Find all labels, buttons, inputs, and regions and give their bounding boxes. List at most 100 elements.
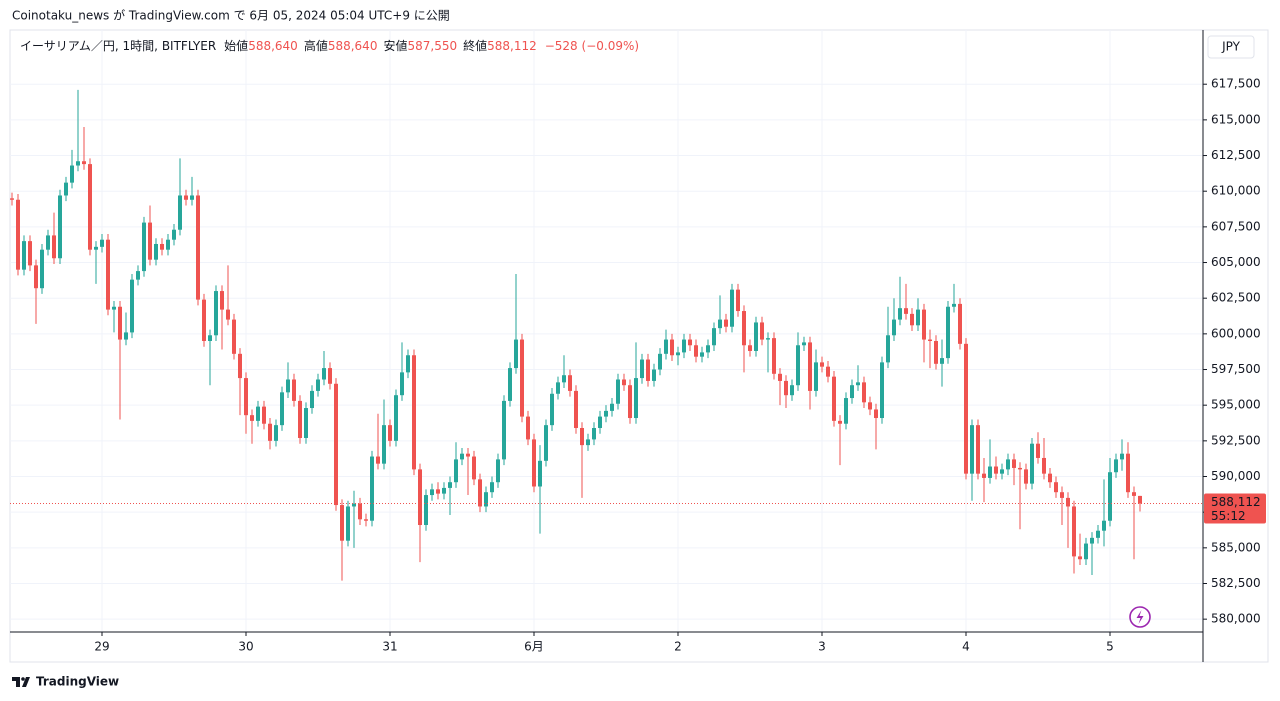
candle-body [736,289,740,312]
candle-body [238,353,242,379]
candle-body [40,249,44,289]
axes: 580,000582,500585,000587,500590,000592,5… [10,77,1266,654]
candle-body [202,299,206,341]
candle-body [196,195,200,300]
candle-body [112,306,116,310]
candle-body [574,390,578,429]
candle-body [94,246,98,250]
candle-body [628,385,632,419]
candle-body [520,339,524,417]
candle-body [958,303,962,344]
candle-body [706,345,710,353]
candle-body [976,425,980,474]
candle-body [892,319,896,336]
candle-body [310,390,314,409]
candle-body [460,453,464,460]
candle-body [1132,492,1136,496]
y-tick-label: 610,000 [1211,184,1261,198]
candle-body [472,456,476,480]
x-tick-label: 29 [94,640,109,654]
x-tick-label: 31 [382,640,397,654]
candle-body [604,410,608,417]
candle-body [100,239,104,247]
candle-body [286,379,290,393]
candle-body [814,362,818,391]
y-tick-label: 600,000 [1211,326,1261,340]
candle-body [850,385,854,399]
last-price-label: 588,112 [1211,495,1261,509]
candle-body [622,379,626,386]
candle-body [994,466,998,474]
candle-body [148,222,152,260]
candle-body [484,492,488,507]
candle-body [1084,543,1088,560]
candle-body [802,342,806,346]
candle-body [418,469,422,526]
candle-body [340,505,344,541]
candle-body [502,400,506,460]
x-tick-label: 6月 [524,640,544,654]
candle-body [922,309,926,340]
candle-body [1036,443,1040,458]
candle-body [1090,537,1094,544]
y-tick-label: 590,000 [1211,469,1261,483]
candle-body [538,460,542,487]
currency-button[interactable] [1207,35,1255,59]
candle-body [172,229,176,240]
brand-logo[interactable]: TradingView [12,675,119,689]
candle-body [220,291,224,310]
candle-body [646,359,650,381]
change: −528 (−0.09%) [545,39,639,53]
candle-body [1006,459,1010,470]
y-tick-label: 580,000 [1211,612,1261,626]
x-tick-label: 5 [1106,640,1114,654]
y-tick-label: 615,000 [1211,112,1261,126]
candle-body [352,503,356,507]
candle-body [46,235,50,250]
candle-body [244,378,248,416]
legend-value: 588,112 [487,39,537,53]
candle-body [130,279,134,333]
candle-body [562,375,566,383]
candle-body [616,379,620,404]
candle-body [250,415,254,421]
candle-body [550,393,554,426]
candle-body [1024,469,1028,484]
candle-body [1102,520,1106,531]
candle-body [712,328,716,346]
flash-icon[interactable] [1129,606,1151,628]
candle-body [730,289,734,327]
candle-body [856,382,860,386]
candle-body [1120,453,1124,460]
currency[interactable]: JPY [1221,40,1241,54]
candle-body [388,425,392,441]
x-tick-label: 30 [238,640,253,654]
candle-body [676,352,680,356]
legend-value: 588,640 [328,39,378,53]
y-tick-label: 595,000 [1211,398,1261,412]
candle-body [412,355,416,470]
candle-body [790,385,794,396]
candle-body [190,195,194,200]
candle-body [1114,459,1118,473]
candle-body [436,489,440,494]
candle-body [592,428,596,440]
candle-body [34,265,38,289]
candle-body [964,343,968,474]
candle-body [844,398,848,424]
candle-body [874,409,878,419]
y-tick-label: 607,500 [1211,219,1261,233]
candle-body [742,311,746,346]
symbol: イーサリアム／円, 1時間, BITFLYER [20,39,216,53]
candle-body [880,362,884,419]
candle-body [70,165,74,183]
candle-body [370,456,374,521]
candle-body [670,339,674,356]
candle-body [796,345,800,386]
candle-body [916,309,920,326]
candle-body [724,319,728,327]
candle-body [904,308,908,314]
candle-body [688,339,692,346]
candle-body [700,352,704,357]
